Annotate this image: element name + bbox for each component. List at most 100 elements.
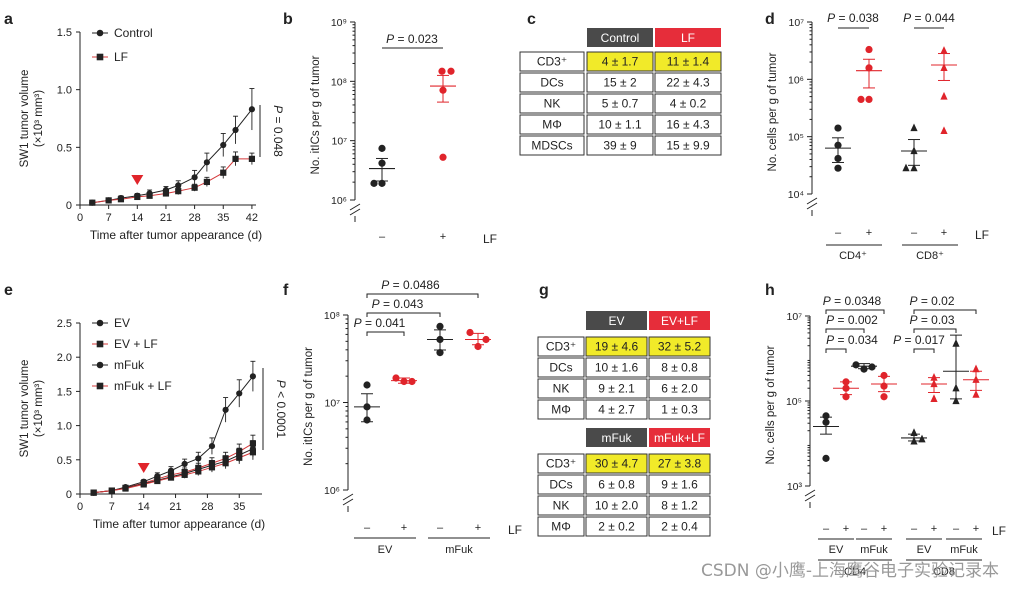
data-point-CD8 mFuk – (952, 383, 960, 392)
y-tick-label: 10⁵ (788, 132, 804, 144)
table-row-label: MΦ (551, 520, 571, 534)
data-point-mFuk + (482, 335, 490, 344)
panel-letter-a: a (4, 11, 13, 28)
data-point-EV (195, 455, 202, 462)
table-value-cell (654, 93, 722, 114)
data-point-mFuk + LF (236, 454, 243, 461)
condition-label: EV (829, 544, 844, 556)
data-point-CD8 – (910, 146, 918, 155)
y-tick-label: 2.5 (57, 318, 72, 330)
y-tick-label: 1.0 (57, 421, 72, 433)
table-row-label-cell (519, 135, 585, 156)
data-point-CD8 EV – (910, 436, 918, 445)
y-axis-label: SW1 tumor volume (19, 360, 31, 458)
table-value-cell (648, 495, 711, 516)
data-point-CD8 – (902, 163, 910, 172)
data-point-CD4 – (834, 154, 842, 163)
data-point-CD8 mFuk + (972, 364, 980, 373)
table-header-cell (655, 28, 721, 47)
data-point-EV + (400, 377, 408, 386)
x-tick-label: – (437, 522, 444, 534)
table-value: 10 ± 1.1 (598, 118, 642, 132)
x-tick-label: + (941, 227, 947, 239)
x-tick-label: – (911, 523, 918, 535)
x-tick-label: 35 (233, 501, 245, 513)
table-value: 4 ± 1.7 (602, 55, 639, 69)
pvalue-bracket (825, 309, 885, 314)
table-row-label-cell (537, 516, 585, 537)
panel-letter-f: f (283, 282, 289, 299)
data-point-CD8 + (940, 46, 948, 54)
condition-label: EV (917, 544, 932, 556)
table-value-cell (648, 336, 711, 357)
table-row-label: MΦ (551, 403, 571, 417)
condition-label: mFuk (950, 544, 978, 556)
y-tick-label: 1.0 (57, 85, 72, 97)
group-label-lf: LF (508, 523, 522, 537)
table-header-mFuk: mFuk (602, 431, 633, 445)
data-point-CD4 + (857, 95, 865, 103)
y-tick-label: 10⁷ (325, 398, 341, 410)
csdn-watermark: CSDN @小鹰-上海鹰谷电子实验记录本 (700, 561, 999, 581)
x-tick-label: – (823, 523, 830, 535)
y-tick-label: 10⁷ (332, 136, 348, 148)
y-tick-label: 10⁹ (331, 17, 347, 29)
table-row-label-cell (537, 474, 585, 495)
x-tick-label: + (475, 522, 481, 534)
data-point-CD8 – (910, 123, 918, 132)
data-point-CD4 mFuk + (880, 393, 888, 401)
data-point-LF (146, 192, 153, 199)
y-axis-label: SW1 tumor volume (19, 70, 31, 168)
pvalue-label: P = 0.017 (893, 333, 945, 347)
condition-label: mFuk (860, 544, 888, 556)
legend-marker-EV + LF (96, 340, 104, 348)
y-tick-label: 0 (66, 489, 72, 501)
x-tick-label: + (440, 231, 446, 243)
x-tick-label: 7 (106, 212, 112, 224)
data-point-+ (438, 67, 446, 75)
table-row-label-cell (537, 453, 585, 474)
table-value: 2 ± 0.2 (598, 520, 635, 534)
x-tick-label: – (364, 522, 371, 534)
pvalue-label: P = 0.038 (827, 11, 879, 25)
y-tick-label: 0 (66, 200, 72, 212)
table-value-cell (654, 135, 722, 156)
legend-marker-Control (96, 29, 104, 37)
table-row-label-cell (537, 495, 585, 516)
data-point-CD4 EV – (822, 418, 830, 426)
data-point-+ (439, 153, 447, 161)
x-tick-label: + (931, 523, 937, 535)
table-row-label: CD3⁺ (546, 340, 576, 354)
panel-letter-c: c (527, 11, 536, 28)
data-point-CD4 mFuk – (852, 361, 860, 369)
legend-label-mFuk: mFuk (114, 358, 145, 372)
pvalue-label: P = 0.002 (826, 313, 878, 327)
y-tick-label: 1.5 (57, 27, 72, 39)
data-point-CD8 mFuk + (972, 390, 980, 398)
y-tick-label: 10⁶ (324, 485, 340, 497)
table-value: 2 ± 0.4 (661, 520, 698, 534)
data-point-EV + (408, 377, 416, 386)
x-tick-label: – (835, 227, 842, 239)
x-tick-label: + (866, 227, 872, 239)
data-point-CD4 mFuk + (880, 371, 888, 380)
data-point-CD4 EV + (842, 393, 850, 401)
data-point-CD4 + (865, 95, 873, 103)
table-value: 22 ± 4.3 (666, 76, 710, 90)
data-point-CD4 + (865, 64, 873, 72)
table-header-cell (649, 311, 710, 330)
table-value-cell (654, 51, 722, 72)
table-header-LF: LF (681, 31, 695, 45)
y-tick-label: 10⁸ (324, 310, 340, 322)
y-axis-label: No. itICs per g of tumor (303, 347, 315, 466)
legend-marker-LF (96, 53, 104, 61)
table-value: 19 ± 4.6 (595, 340, 639, 354)
data-point-mFuk + LF (140, 481, 147, 488)
table-header-cell (586, 311, 647, 330)
data-point-EV + (392, 374, 400, 382)
y-tick-label: 10⁷ (787, 311, 803, 323)
table-value-cell (648, 516, 711, 537)
x-tick-label: + (401, 522, 407, 534)
pvalue-label: P = 0.03 (909, 313, 954, 327)
y-tick-label: 10⁵ (786, 396, 802, 408)
